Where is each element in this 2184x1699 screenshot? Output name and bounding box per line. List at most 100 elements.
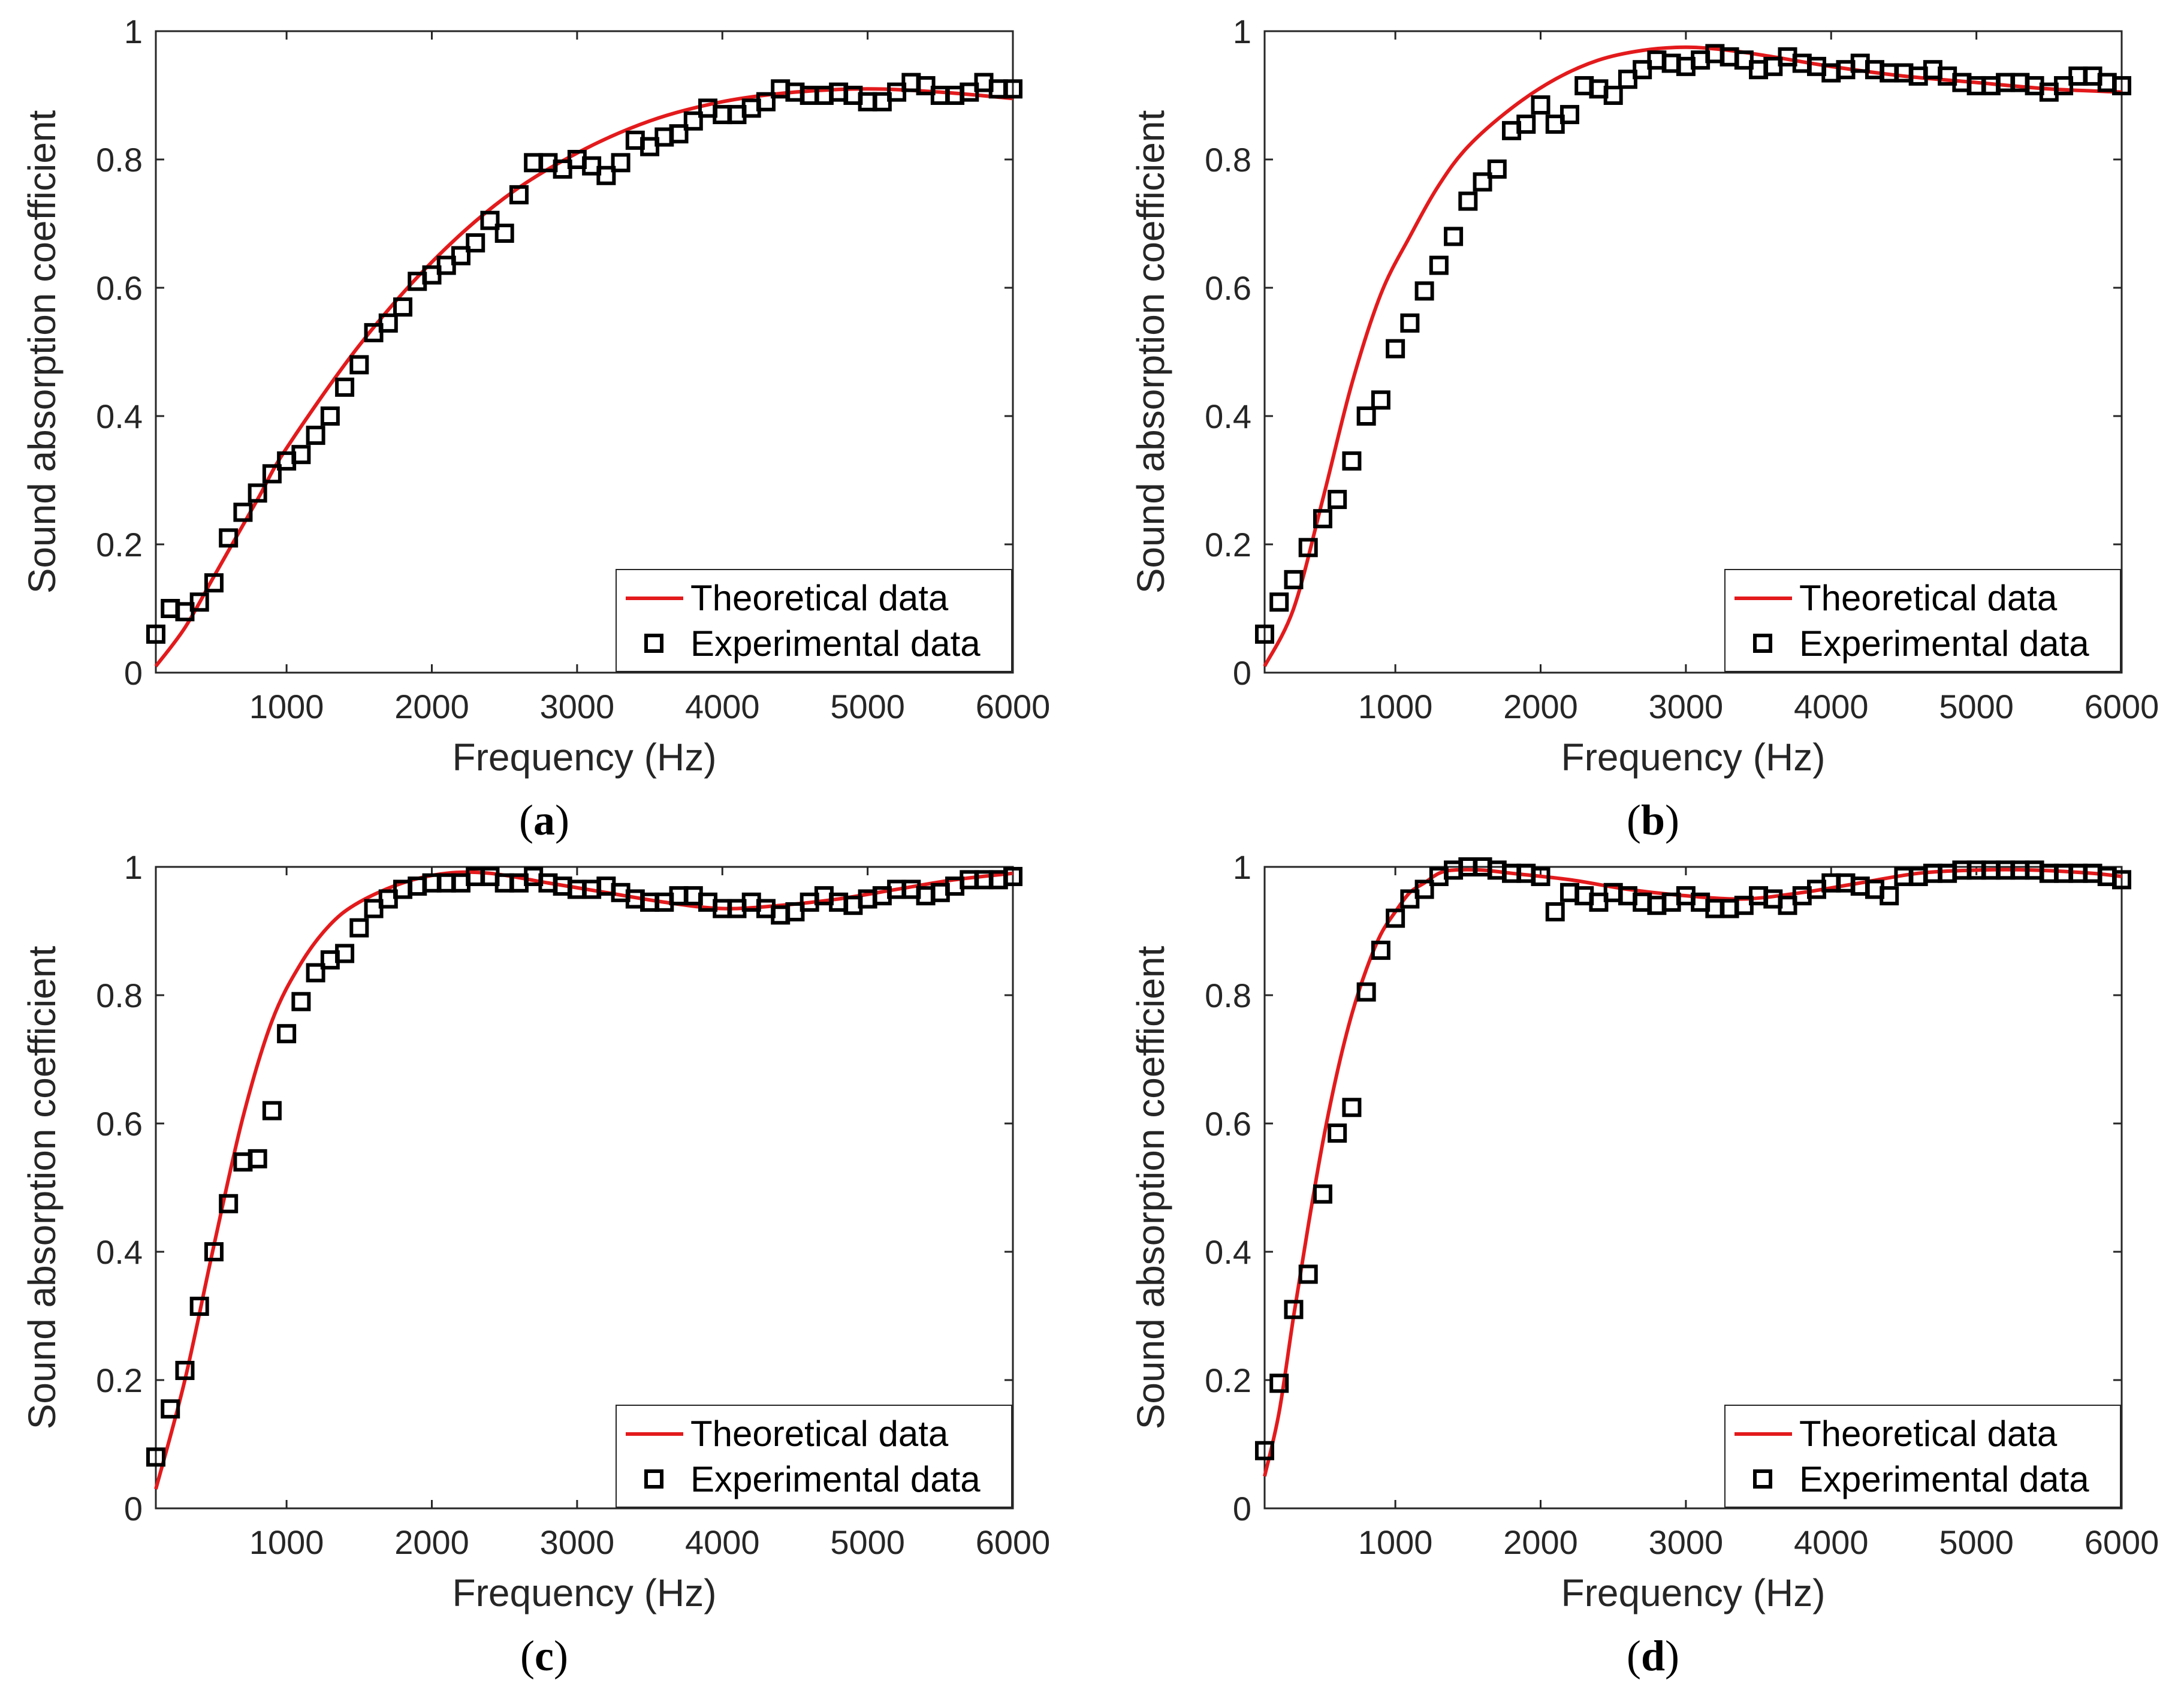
y-tick-label: 0.6 (96, 1105, 143, 1143)
y-tick-label: 0.2 (96, 526, 143, 564)
experimental-point (1545, 902, 1565, 921)
legend-entry-experimental: Experimental data (1799, 1459, 2089, 1499)
panel-caption: (d) (1627, 1632, 1679, 1680)
plot-area (155, 30, 1014, 674)
legend-marker-swatch (644, 634, 663, 653)
y-tick-label: 0.6 (1205, 269, 1251, 307)
experimental-point (1414, 879, 1434, 899)
y-tick-label: 0 (1233, 1490, 1251, 1528)
experimental-point (1386, 339, 1405, 359)
experimental-point (335, 944, 355, 963)
experimental-point (1342, 1098, 1362, 1117)
x-tick-label: 1000 (1358, 1523, 1433, 1561)
experimental-point (146, 624, 165, 644)
y-tick-label: 0.6 (96, 269, 143, 307)
experimental-point (1342, 451, 1362, 471)
legend-box (1724, 1405, 2121, 1508)
legend-box (1724, 569, 2121, 672)
legend-marker-swatch (644, 1469, 663, 1489)
experimental-point (480, 210, 500, 230)
chart-panel-d: 0 0.2 0.4 0.6 0.8 1 1000 2000 3000 4000 5000 6000 Fr… (1129, 848, 2159, 1680)
experimental-point (306, 963, 325, 983)
x-tick-label: 3000 (540, 1523, 615, 1561)
y-tick-label: 0.6 (1205, 1105, 1251, 1143)
experimental-point (1356, 982, 1376, 1002)
y-tick-label: 1 (1233, 848, 1251, 886)
y-axis-label: Sound absorption coefficient (1129, 110, 1172, 594)
experimental-point (1371, 941, 1390, 960)
experimental-point (1284, 570, 1304, 589)
experimental-point (1545, 115, 1565, 134)
experimental-point (1003, 79, 1022, 99)
legend-marker-swatch (1753, 634, 1772, 653)
experimental-point (1400, 313, 1420, 333)
x-axis-label: Frequency (Hz) (1561, 736, 1826, 779)
experimental-point (320, 406, 340, 426)
x-tick-label: 2000 (1503, 1523, 1578, 1561)
experimental-point (1003, 867, 1022, 887)
experimental-point (960, 82, 979, 102)
y-tick-label: 0.4 (96, 397, 143, 435)
experimental-point (1269, 1373, 1289, 1393)
experimental-point (785, 902, 805, 921)
experimental-point (1531, 95, 1550, 115)
panel-letter: b (1641, 796, 1665, 844)
legend-entry-theoretical: Theoretical data (1799, 578, 2058, 618)
theoretical-line (1263, 45, 2122, 667)
x-tick-label: 4000 (685, 1523, 760, 1561)
experimental-point (306, 426, 325, 445)
experimental-point (1880, 886, 1899, 906)
x-tick-label: 6000 (2085, 1523, 2159, 1561)
experimental-point (189, 1296, 209, 1316)
plot-area (1263, 866, 2123, 1510)
experimental-point (1328, 1123, 1347, 1143)
panel-letter: c (535, 1632, 554, 1680)
experimental-point (1255, 624, 1274, 644)
experimental-point (669, 124, 689, 144)
experimental-point (393, 297, 413, 317)
experimental-point (1298, 538, 1318, 558)
experimental-point (1603, 86, 1623, 105)
x-tick-label: 3000 (1649, 1523, 1724, 1561)
y-tick-label: 0.8 (96, 141, 143, 179)
experimental-point (451, 246, 470, 266)
y-tick-label: 0.8 (1205, 141, 1251, 179)
experimental-point (1429, 255, 1449, 275)
panel-caption: (a) (519, 796, 569, 844)
y-tick-label: 0.4 (1205, 1233, 1251, 1271)
experimental-point (1618, 70, 1637, 89)
panel-caption: (c) (520, 1632, 568, 1680)
experimental-point (349, 918, 369, 938)
chart-panel-c: 0 0.2 0.4 0.6 0.8 1 1000 2000 3000 4000 5000 6000 Fr… (20, 848, 1050, 1680)
y-tick-label: 1 (124, 848, 143, 886)
experimental-point (1386, 908, 1405, 928)
experimental-point (1313, 1184, 1332, 1204)
x-tick-label: 5000 (830, 1523, 905, 1561)
experimental-point (509, 185, 529, 204)
legend-entry-theoretical: Theoretical data (690, 1414, 949, 1454)
y-tick-label: 1 (1233, 13, 1251, 50)
legend-entry-theoretical: Theoretical data (1799, 1414, 2058, 1454)
x-axis-label: Frequency (Hz) (453, 1571, 717, 1614)
experimental-point (683, 111, 703, 131)
experimental-point (1269, 592, 1289, 612)
experimental-point (175, 602, 195, 622)
experimental-point (1778, 896, 1797, 915)
legend-box (616, 569, 1012, 672)
y-tick-label: 0.2 (1205, 526, 1251, 564)
x-axis-label: Frequency (Hz) (453, 736, 717, 779)
panel-letter: a (533, 796, 555, 844)
y-axis-label: Sound absorption coefficient (20, 946, 64, 1430)
x-tick-label: 1000 (249, 688, 324, 725)
y-axis-label: Sound absorption coefficient (1129, 946, 1172, 1430)
experimental-point (349, 355, 369, 375)
x-tick-label: 6000 (976, 688, 1051, 725)
experimental-point (1633, 60, 1652, 80)
y-tick-label: 0.4 (1205, 397, 1251, 435)
experimental-point (364, 899, 384, 918)
experimental-point (1589, 892, 1609, 912)
experimental-point (277, 1024, 297, 1044)
x-tick-label: 6000 (2085, 688, 2159, 725)
experimental-point (378, 313, 398, 333)
